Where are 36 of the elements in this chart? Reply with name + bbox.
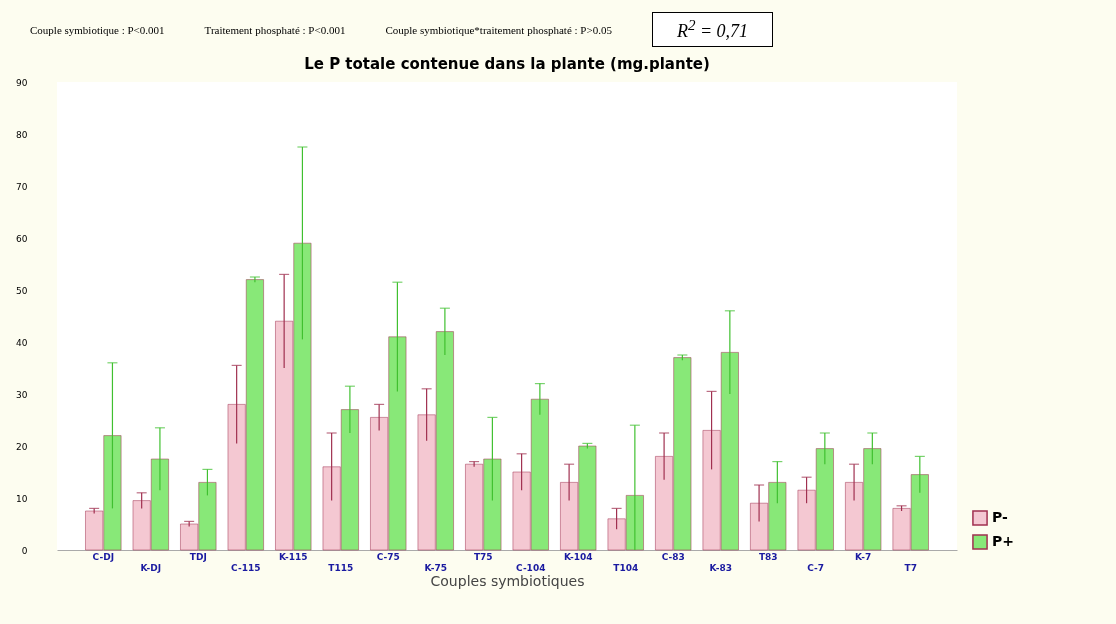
text: Traitement phosphaté : P<0.001: [204, 23, 346, 36]
text: Couple symbiotique : P<0.001: [30, 23, 165, 36]
x-tick-label: T104: [613, 562, 639, 573]
x-tick-label: TDJ: [189, 551, 207, 562]
y-tick-label: 40: [16, 337, 28, 348]
x-tick-label: K-7: [855, 551, 872, 562]
x-tick-label: T75: [473, 551, 493, 562]
y-tick-label: 0: [21, 545, 28, 556]
y-tick-label: 90: [16, 77, 28, 88]
x-tick-label: K-115: [278, 551, 308, 562]
x-tick-label: K-DJ: [140, 562, 162, 573]
x-tick-label: C-104: [516, 562, 546, 573]
legend-label: P-: [992, 509, 1009, 525]
x-tick-label: K-104: [563, 551, 593, 562]
x-tick-label: K-75: [424, 562, 447, 573]
x-tick-label: T115: [328, 562, 354, 573]
chart-title: Le P totale contenue dans la plante (mg.plante): [304, 55, 710, 73]
text: R$^{2}$ = 0,71: [651, 12, 774, 47]
x-tick-label: C-DJ: [92, 551, 114, 562]
x-tick-label: T83: [758, 551, 778, 562]
y-tick-label: 60: [16, 233, 28, 244]
x-tick-label: C-75: [376, 551, 400, 562]
x-tick-label: K-83: [709, 562, 732, 573]
x-tick-label: C-115: [231, 562, 261, 573]
x-tick-label: C-7: [807, 562, 825, 573]
y-tick-label: 50: [16, 285, 28, 296]
x-tick-label: C-83: [661, 551, 685, 562]
x-tick-label: T7: [904, 562, 917, 573]
y-tick-label: 80: [16, 129, 28, 140]
y-tick-label: 10: [16, 493, 28, 504]
legend-label: P+: [992, 533, 1014, 549]
text: Couple symbiotique*traitement phosphaté : P>0.05: [385, 23, 612, 36]
y-tick-label: 20: [16, 441, 28, 452]
y-tick-label: 30: [16, 389, 28, 400]
y-tick-label: 70: [16, 181, 28, 192]
x-axis-title: Couples symbiotiques: [430, 572, 585, 589]
